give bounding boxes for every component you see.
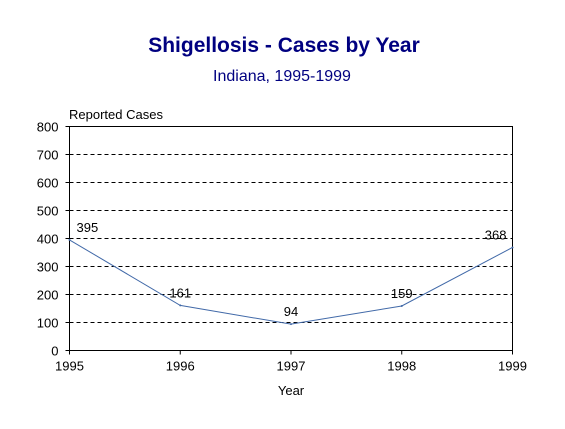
data-label: 395 [77, 220, 99, 235]
y-tick-label: 100 [37, 316, 59, 331]
y-tick-label: 300 [37, 260, 59, 275]
x-axis-label: Year [278, 383, 305, 398]
x-tick-label: 1998 [387, 359, 416, 374]
data-label: 161 [169, 285, 191, 300]
data-label: 368 [485, 227, 507, 242]
data-labels: 395 161 94 159 368 [77, 220, 507, 319]
gridlines [69, 154, 513, 323]
x-tick-label: 1995 [55, 359, 84, 374]
data-point [290, 323, 292, 326]
x-axis-ticks: 1995 1996 1997 1998 1999 [55, 350, 527, 374]
data-label: 94 [284, 304, 298, 319]
data-point [400, 304, 403, 307]
y-tick-label: 800 [37, 120, 59, 135]
y-tick-label: 500 [37, 204, 59, 219]
data-point [511, 246, 514, 249]
data-label: 159 [391, 286, 413, 301]
series-layer [68, 238, 514, 326]
y-tick-label: 700 [37, 148, 59, 163]
x-tick-label: 1997 [277, 359, 306, 374]
y-tick-label: 400 [37, 232, 59, 247]
x-tick-label: 1996 [166, 359, 195, 374]
chart-subtitle: Indiana, 1995-1999 [213, 68, 351, 85]
y-axis-label: Reported Cases [69, 107, 163, 122]
y-tick-label: 0 [51, 344, 58, 359]
y-tick-label: 200 [37, 288, 59, 303]
y-tick-label: 600 [37, 176, 59, 191]
data-point [179, 304, 182, 307]
y-axis-ticks: 0 100 200 300 400 500 600 700 800 [37, 120, 70, 359]
chart-title: Shigellosis - Cases by Year [148, 34, 420, 57]
x-tick-label: 1999 [498, 359, 527, 374]
data-point [68, 238, 71, 241]
